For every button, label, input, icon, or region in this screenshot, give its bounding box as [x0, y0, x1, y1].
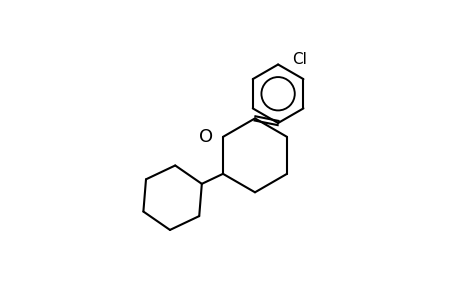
Text: O: O [199, 128, 213, 146]
Text: Cl: Cl [291, 52, 306, 68]
